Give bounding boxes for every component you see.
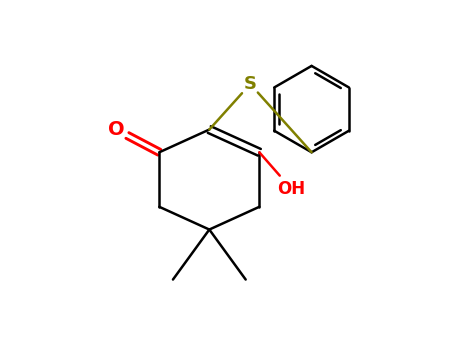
Text: OH: OH [277,180,305,198]
Text: O: O [108,120,125,139]
Text: S: S [244,75,257,93]
